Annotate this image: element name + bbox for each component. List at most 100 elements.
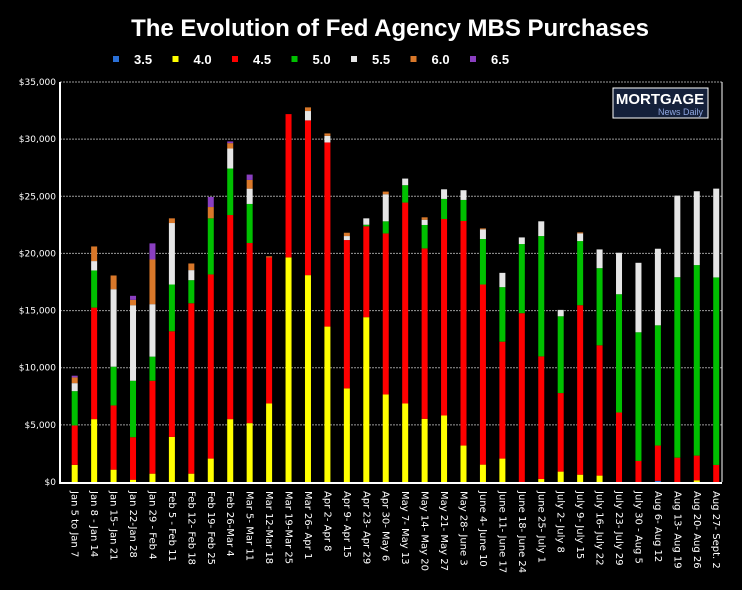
bar-segment-5-5 xyxy=(616,252,623,295)
x-tick-label: Jan 22-Jan 28 xyxy=(127,490,138,558)
bar-segment-4-0 xyxy=(324,326,331,482)
bar-segment-5-0 xyxy=(91,270,98,308)
x-tick-label: Feb 19- Feb 25 xyxy=(205,491,216,565)
bar-segment-6-0 xyxy=(266,256,273,258)
bar-segment-5-0 xyxy=(635,332,642,461)
bar-segment-5-0 xyxy=(616,294,623,413)
x-tick-label: May 7- May 13 xyxy=(399,491,410,565)
bar-segment-4-5 xyxy=(674,457,681,482)
bar-segment-4-5 xyxy=(460,220,467,446)
y-tick-label: $15,000 xyxy=(19,307,56,317)
bar-segment-5-5 xyxy=(479,229,486,240)
bar-segment-5-0 xyxy=(577,241,584,306)
bar-segment-4-0 xyxy=(304,275,311,482)
bar-segment-5-0 xyxy=(674,277,681,458)
y-axis: $0 $5,000 $10,000 $15,000 $20,000 $25,000 $30,… xyxy=(19,78,723,488)
bar-segment-6-0 xyxy=(207,207,214,219)
x-tick-label: Aug 27- Sept. 2 xyxy=(710,491,721,569)
bar-segment-4-0 xyxy=(460,445,467,482)
bar-segment-3-5 xyxy=(654,480,661,482)
bar-segment-5-0 xyxy=(363,224,370,227)
bar-segment-6-0 xyxy=(304,107,311,112)
bar-segment-4-5 xyxy=(71,425,78,465)
bar-segment-5-0 xyxy=(713,277,720,465)
x-tick-label: Mar 26- Apr 1 xyxy=(302,491,313,559)
legend-item-3-5: 3.5 xyxy=(113,52,152,67)
bar-segment-5-5 xyxy=(130,305,137,381)
bar-segment-4-0 xyxy=(91,419,98,482)
y-tick-label: $20,000 xyxy=(19,249,56,259)
bar-segment-4-5 xyxy=(635,460,642,482)
bar-segment-4-5 xyxy=(207,274,214,459)
x-tick-label: May 21- May 27 xyxy=(438,491,449,571)
bar-segment-6-0 xyxy=(382,191,389,195)
legend-swatch xyxy=(470,56,476,62)
bar-segment-6-0 xyxy=(577,232,584,234)
bar-segment-4-5 xyxy=(713,464,720,482)
bar-segment-4-5 xyxy=(188,303,195,474)
bar-segment-4-5 xyxy=(518,313,525,482)
x-axis: Jan 5 to Jan 7 Jan 8 - Jan 14 Jan 15- Jan … xyxy=(60,482,722,573)
bar-segment-4-0 xyxy=(266,403,273,482)
legend-label: 5.0 xyxy=(313,52,331,67)
legend-item-4-0: 4.0 xyxy=(172,52,212,67)
bar-segment-6-0 xyxy=(130,299,137,306)
bar-segment-4-5 xyxy=(402,202,409,404)
bar-segment-5-0 xyxy=(130,380,137,438)
bar-segment-5-0 xyxy=(227,168,234,216)
bar-segment-5-5 xyxy=(499,272,506,288)
x-tick-label: May 28- June 3 xyxy=(458,491,469,566)
bar-segment-4-5 xyxy=(149,380,156,474)
bar-segment-5-5 xyxy=(71,383,78,392)
bar-segment-5-5 xyxy=(149,304,156,357)
bar-segment-4-5 xyxy=(266,257,273,404)
bar-segment-5-5 xyxy=(188,270,195,281)
bar-segment-5-5 xyxy=(674,195,681,278)
bar-segment-4-0 xyxy=(402,403,409,482)
bar-segment-5-5 xyxy=(654,248,661,326)
bar-segment-5-0 xyxy=(693,265,700,456)
bar-segment-6-5 xyxy=(207,196,214,208)
legend-swatch xyxy=(410,56,417,62)
bar-segment-5-0 xyxy=(518,244,525,314)
x-tick-label: Aug 6- Aug 12 xyxy=(652,491,663,562)
bar-segment-5-0 xyxy=(538,236,545,357)
bar-segment-4-0 xyxy=(363,317,370,482)
x-tick-label: June 4- June 10 xyxy=(477,490,488,567)
x-tick-label: Feb 5 - Feb 11 xyxy=(166,491,177,562)
bar-segment-4-5 xyxy=(538,356,545,480)
bars xyxy=(71,107,720,482)
bar-segment-6-5 xyxy=(130,295,137,300)
bar-segment-4-0 xyxy=(577,474,584,482)
x-tick-label: Jan 15- Jan 21 xyxy=(108,490,119,560)
legend-item-5-0: 5.0 xyxy=(291,52,331,67)
x-tick-label: July 16- July 22 xyxy=(594,490,605,566)
bar-segment-6-0 xyxy=(421,217,428,220)
bar-segment-5-5 xyxy=(304,111,311,121)
bar-segment-4-5 xyxy=(382,233,389,395)
bar-segment-5-0 xyxy=(460,199,467,221)
bar-segment-5-0 xyxy=(71,391,78,426)
x-tick-label: Mar 19-Mar 25 xyxy=(283,491,294,564)
bar-segment-4-0 xyxy=(557,471,564,482)
y-tick-label: $25,000 xyxy=(19,192,56,202)
legend-item-6-5: 6.5 xyxy=(470,52,509,67)
bar-segment-5-5 xyxy=(557,309,564,317)
bar-segment-6-5 xyxy=(227,141,234,144)
bar-segment-4-5 xyxy=(557,393,564,472)
bar-segment-4-0 xyxy=(149,473,156,482)
bar-segment-4-5 xyxy=(130,437,137,480)
bar-segment-6-0 xyxy=(188,263,195,271)
bar-segment-4-0 xyxy=(421,418,428,482)
y-tick-label: $35,000 xyxy=(19,78,56,88)
bar-segment-4-0 xyxy=(110,469,117,482)
bar-segment-5-5 xyxy=(246,188,253,204)
bar-segment-5-5 xyxy=(713,188,720,278)
legend-label: 3.5 xyxy=(134,52,152,67)
legend-swatch xyxy=(172,56,179,62)
x-tick-label: Apr 23- Apr 29 xyxy=(360,491,371,564)
bar-segment-6-0 xyxy=(110,275,117,290)
legend-item-5-5: 5.5 xyxy=(351,52,390,67)
x-tick-label: June 18- June 24 xyxy=(516,490,527,573)
mortgage-news-daily-logo: MORTGAGE News Daily xyxy=(612,87,709,119)
